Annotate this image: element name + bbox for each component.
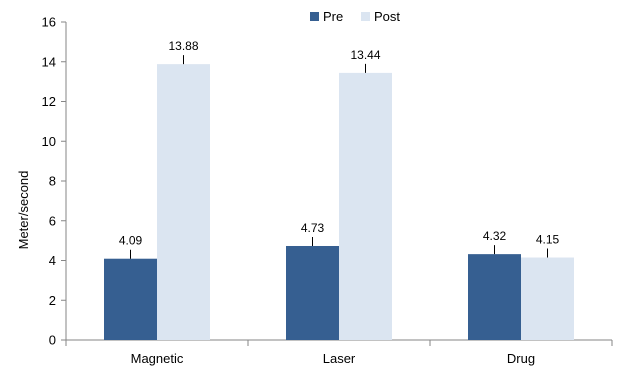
y-tick-label: 14 [42, 54, 56, 69]
legend-swatch-post [361, 12, 370, 21]
axes: 0 2 4 6 8 10 12 14 16 Magnetic Laser Drug [42, 15, 613, 366]
bar-pre-laser [286, 245, 339, 340]
y-tick-label: 10 [42, 134, 56, 149]
data-label: 4.15 [536, 233, 560, 247]
data-label: 13.88 [168, 39, 198, 53]
bar-post-drug [521, 257, 574, 340]
y-tick-label: 4 [49, 253, 56, 268]
legend-label-post: Post [374, 9, 400, 24]
y-axis-title: Meter/second [16, 171, 31, 250]
bar-post-laser [339, 72, 392, 340]
y-tick-label: 2 [49, 293, 56, 308]
y-tick-label: 16 [42, 15, 56, 30]
data-label: 13.44 [350, 48, 380, 62]
y-tick-label: 6 [49, 213, 56, 228]
y-tick-label: 8 [49, 174, 56, 189]
x-tick-label: Magnetic [131, 351, 184, 366]
x-tick-label: Drug [507, 351, 535, 366]
data-label: 4.32 [483, 229, 507, 243]
bar-pre-drug [468, 254, 521, 340]
bar-post-magnetic [157, 64, 210, 340]
y-tick-label: 12 [42, 94, 56, 109]
legend-label-pre: Pre [323, 9, 343, 24]
bars [104, 55, 574, 340]
data-label: 4.73 [301, 221, 325, 235]
bar-pre-magnetic [104, 258, 157, 340]
x-tick-label: Laser [323, 351, 356, 366]
data-labels: 4.09 13.88 4.73 13.44 4.32 4.15 [119, 39, 560, 248]
legend: Pre Post [310, 9, 400, 24]
y-tick-label: 0 [49, 333, 56, 348]
data-label: 4.09 [119, 234, 143, 248]
legend-swatch-pre [310, 12, 319, 21]
